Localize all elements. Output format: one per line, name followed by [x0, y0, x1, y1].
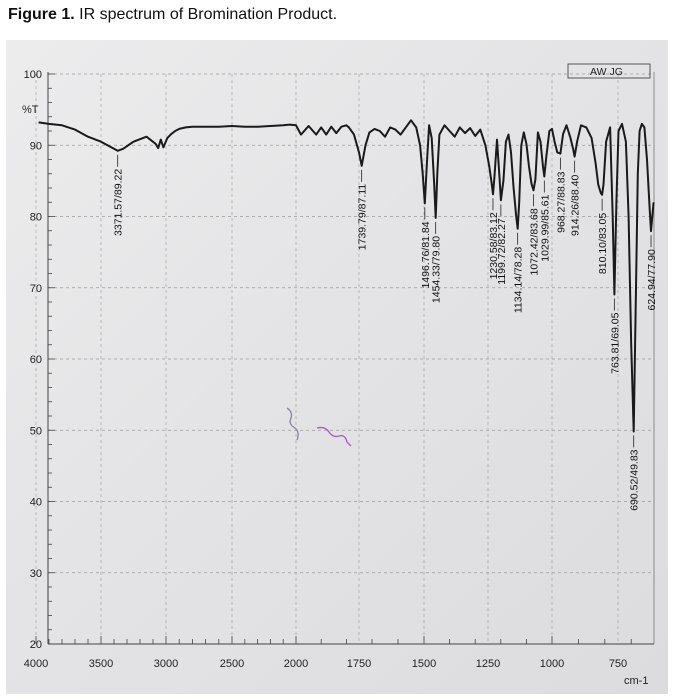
peak-label: 624.94/77.90: [646, 249, 658, 310]
stamp-text: AW JG: [590, 66, 623, 78]
y-axis-label: %T: [22, 104, 39, 116]
ir-spectrum-chart: 20 30 40 50 60 70 80 90 100 4000 3500 3000 2500 2000 1…: [22, 63, 658, 687]
peak-label: 914.26/88.40: [570, 174, 582, 235]
figure-title: IR spectrum of Bromination Product.: [79, 6, 338, 23]
x-axis-label: cm-1: [624, 675, 648, 687]
spectrum-photo: 20 30 40 50 60 70 80 90 100 4000 3500 3000 2500 2000 1…: [6, 40, 668, 694]
y-tick-label: 50: [30, 425, 42, 437]
y-tick-label: 40: [30, 497, 42, 509]
y-tick-label: 20: [30, 639, 42, 651]
y-tick-label: 100: [24, 69, 42, 81]
pen-scribble: [286, 407, 352, 447]
peak-label: 1134.14/78.28: [513, 247, 525, 314]
peak-label: 1029.99/85.61: [539, 194, 551, 261]
x-tick-label: 2500: [220, 658, 244, 670]
x-tick-label: 3500: [89, 658, 113, 670]
scribble-mark: [316, 426, 352, 447]
x-tick-label: 2000: [284, 658, 308, 670]
x-tick-label: 4000: [24, 658, 48, 670]
peak-label: 968.27/88.83: [555, 171, 567, 232]
x-tick-label: 750: [609, 658, 627, 670]
peak-label: 1739.79/87.11: [357, 184, 369, 251]
y-tick-label: 30: [30, 568, 42, 580]
peak-label: 1454.33/79.80: [431, 236, 443, 303]
figure-caption: Figure 1. IR spectrum of Bromination Pro…: [8, 6, 337, 24]
peak-label: 763.81/69.05: [609, 312, 621, 373]
peak-label: 690.52/49.83: [629, 449, 641, 510]
scribble-mark: [286, 407, 299, 441]
figure-label: Figure 1.: [8, 6, 75, 23]
x-tick-label: 3000: [154, 658, 178, 670]
peak-label: 1199.72/82.27: [496, 218, 508, 285]
y-tick-label: 70: [30, 283, 42, 295]
y-tick-label: 60: [30, 354, 42, 366]
axes-layer: [47, 72, 655, 645]
y-tick-label: 80: [30, 212, 42, 224]
grid-layer: [35, 73, 654, 644]
y-tick-label: 90: [30, 140, 42, 152]
peak-label: 1496.76/81.84: [420, 221, 432, 288]
x-tick-label: 1250: [476, 658, 500, 670]
peak-label: 810.10/83.05: [597, 213, 609, 274]
annotation-layer: 3371.57/89.22 1739.79/87.111496.76/81.841…: [113, 154, 658, 511]
spectrum-trace: [38, 119, 655, 433]
ticks-layer: 20 30 40 50 60 70 80 90 100 4000 3500 3000 2500 2000 1…: [24, 69, 632, 670]
peak-label: 3371.57/89.22: [113, 169, 125, 236]
peak-label: 1230.58/83.12: [488, 212, 500, 279]
x-tick-label: 1000: [540, 658, 564, 670]
peak-label: 1072.42/83.68: [528, 208, 540, 275]
x-tick-label: 1750: [347, 658, 371, 670]
x-tick-label: 1500: [412, 658, 436, 670]
stamp-box: AW JG: [567, 63, 651, 79]
